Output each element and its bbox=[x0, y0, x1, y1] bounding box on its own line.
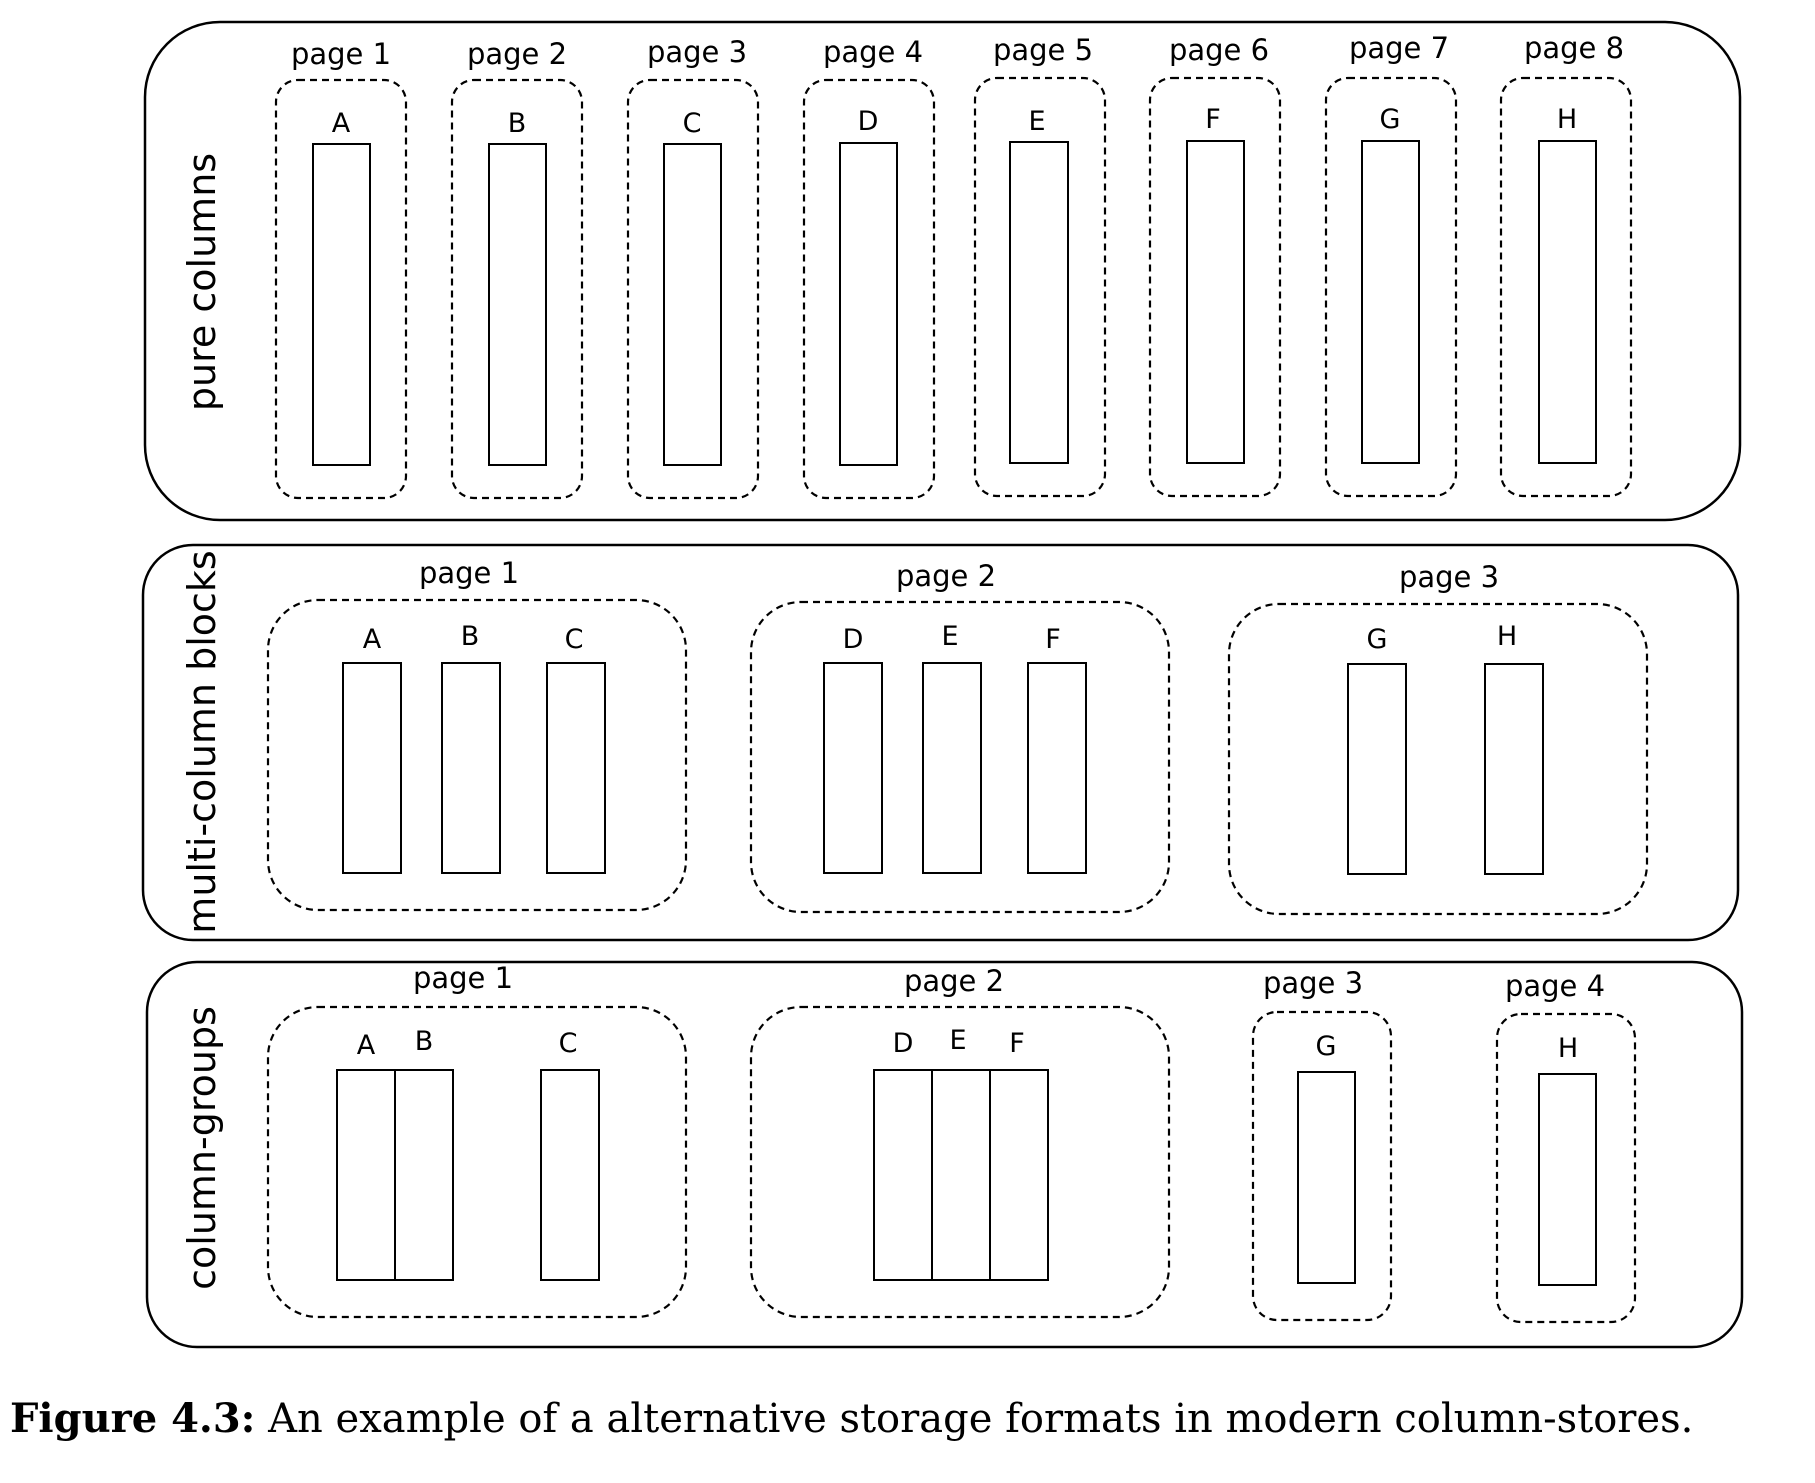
column-block bbox=[1297, 1071, 1356, 1284]
page-label: page 2 bbox=[467, 37, 567, 71]
column-block bbox=[931, 1069, 991, 1281]
column-label: E bbox=[941, 621, 958, 652]
column-label: F bbox=[1009, 1028, 1025, 1059]
page-group: page 3 G bbox=[1251, 966, 1393, 1322]
column-block bbox=[540, 1069, 600, 1281]
column-label: C bbox=[683, 108, 702, 139]
column-label: G bbox=[1316, 1031, 1337, 1062]
row-column-groups: column-groups page 1 A B C page 2 D E F … bbox=[145, 960, 1744, 1349]
column-label: D bbox=[843, 624, 864, 655]
column-label: H bbox=[1558, 1033, 1578, 1064]
storage-formats-diagram: pure columns page 1 A page 2 B page 3 C … bbox=[141, 20, 1744, 1349]
page-group: page 5 E bbox=[973, 33, 1107, 498]
page-label: page 3 bbox=[647, 35, 747, 69]
page-label: page 5 bbox=[993, 33, 1093, 67]
column-block bbox=[342, 662, 402, 874]
column-block bbox=[989, 1069, 1049, 1281]
page-label: page 2 bbox=[904, 964, 1004, 998]
column-block bbox=[839, 142, 898, 466]
column-block bbox=[1484, 663, 1544, 875]
page-group: page 4 H bbox=[1495, 969, 1637, 1324]
column-label: G bbox=[1380, 104, 1401, 135]
page-label: page 7 bbox=[1349, 31, 1449, 65]
row-multi-column-blocks: multi-column blocks page 1 A B C page 2 … bbox=[141, 543, 1740, 942]
page-group: page 7 G bbox=[1324, 31, 1458, 498]
column-label: A bbox=[357, 1030, 376, 1061]
page-label: page 3 bbox=[1399, 560, 1499, 594]
column-block bbox=[1538, 1073, 1597, 1286]
row-label-pure-columns: pure columns bbox=[180, 153, 224, 411]
column-block bbox=[873, 1069, 933, 1281]
page-group: page 4 D bbox=[802, 35, 936, 500]
column-block bbox=[394, 1069, 454, 1281]
column-block bbox=[1186, 140, 1245, 464]
column-label: D bbox=[858, 106, 879, 137]
page-group: page 2 B bbox=[450, 37, 584, 500]
page-label: page 3 bbox=[1263, 966, 1363, 1000]
column-label: F bbox=[1045, 624, 1061, 655]
page-label: page 4 bbox=[823, 35, 923, 69]
column-block bbox=[922, 662, 982, 874]
column-label: E bbox=[949, 1025, 966, 1056]
row-label-column-groups: column-groups bbox=[180, 1006, 224, 1290]
page-label: page 1 bbox=[413, 961, 513, 995]
row-pure-columns: pure columns page 1 A page 2 B page 3 C … bbox=[143, 20, 1742, 522]
column-label: G bbox=[1367, 624, 1388, 655]
column-block bbox=[1361, 140, 1420, 464]
page-group: page 6 F bbox=[1148, 33, 1282, 498]
column-label: E bbox=[1028, 106, 1045, 137]
page-label: page 4 bbox=[1505, 969, 1605, 1003]
column-block bbox=[823, 662, 883, 874]
page-group: page 1 A B C bbox=[266, 961, 688, 1319]
figure-number: Figure 4.3: bbox=[10, 1395, 256, 1442]
page-label: page 8 bbox=[1524, 31, 1624, 65]
page-label: page 2 bbox=[896, 559, 996, 593]
column-block bbox=[546, 662, 606, 874]
column-label: C bbox=[565, 624, 584, 655]
column-label: F bbox=[1205, 104, 1221, 135]
caption-text: An example of a alternative storage form… bbox=[255, 1396, 1694, 1442]
page-label: page 6 bbox=[1169, 33, 1269, 67]
page-group: page 2 D E F bbox=[749, 559, 1171, 914]
page-label: page 1 bbox=[291, 37, 391, 71]
column-label: H bbox=[1557, 104, 1577, 135]
column-block bbox=[663, 143, 722, 466]
column-label: B bbox=[508, 108, 527, 139]
page-group: page 1 A bbox=[274, 37, 408, 500]
page-group: page 2 D E F bbox=[749, 964, 1171, 1319]
column-label: B bbox=[461, 621, 480, 652]
page-group: page 3 C bbox=[626, 35, 760, 500]
column-label: H bbox=[1497, 621, 1517, 652]
row-label-multi-column-blocks: multi-column blocks bbox=[180, 550, 224, 933]
page-group: page 1 A B C bbox=[266, 556, 688, 912]
column-block bbox=[1538, 140, 1597, 464]
column-block bbox=[488, 143, 547, 466]
column-label: A bbox=[363, 624, 382, 655]
column-label: D bbox=[893, 1028, 914, 1059]
page-label: page 1 bbox=[419, 556, 519, 590]
figure-caption: Figure 4.3: An example of a alternative … bbox=[10, 1395, 1810, 1442]
column-block bbox=[1347, 663, 1407, 875]
page-group: page 3 G H bbox=[1227, 560, 1649, 916]
page-group: page 8 H bbox=[1499, 31, 1633, 498]
column-label: A bbox=[332, 108, 351, 139]
column-label: C bbox=[559, 1028, 578, 1059]
column-block bbox=[336, 1069, 396, 1281]
column-label: B bbox=[415, 1026, 434, 1057]
column-block bbox=[1009, 141, 1069, 464]
column-block bbox=[312, 143, 371, 466]
column-block bbox=[441, 662, 501, 874]
column-block bbox=[1027, 662, 1087, 874]
